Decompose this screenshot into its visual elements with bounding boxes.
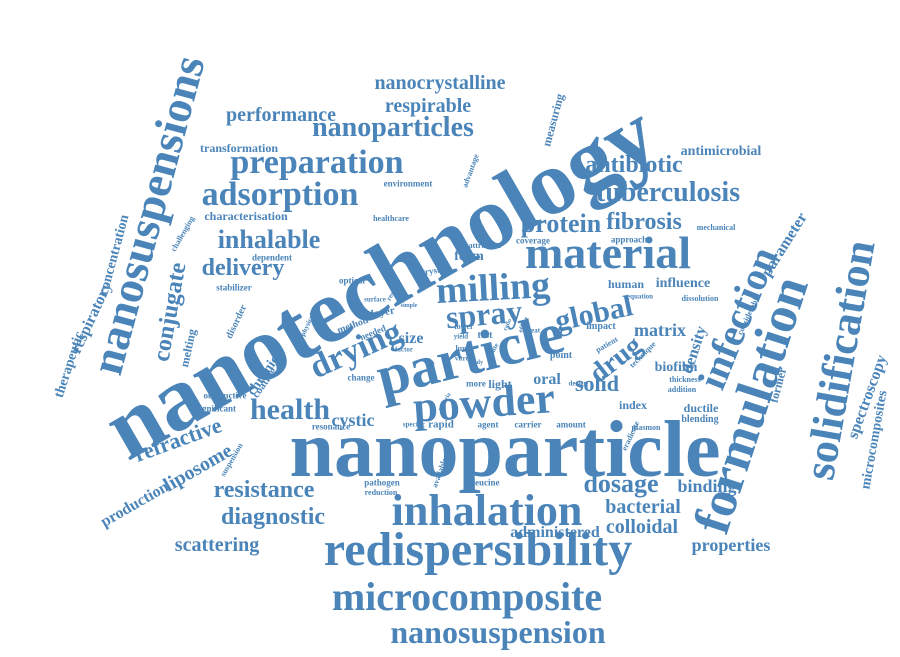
word-environment: environment bbox=[383, 178, 433, 189]
word-nanocrystalline: nanocrystalline bbox=[374, 72, 506, 94]
word-health: health bbox=[249, 393, 331, 426]
word-scattering: scattering bbox=[174, 534, 260, 556]
word-treat: treat bbox=[525, 326, 541, 335]
word-resonance: resonance bbox=[311, 421, 351, 432]
word-inhalation: inhalation bbox=[391, 486, 583, 535]
word-solid: solid bbox=[574, 371, 620, 396]
word-agent: agent bbox=[477, 419, 499, 430]
word-optical: optical bbox=[339, 275, 365, 286]
word-study: study bbox=[468, 360, 484, 366]
word-ductile: ductile bbox=[683, 401, 719, 415]
word-nanosuspension: nanosuspension bbox=[390, 614, 606, 650]
word-rapid: rapid bbox=[428, 418, 454, 431]
word-point: point bbox=[549, 350, 573, 361]
word-tuberculosis: tuberculosis bbox=[595, 177, 741, 208]
word-stabilizer: stabilizer bbox=[216, 282, 252, 293]
word-material: material bbox=[524, 227, 692, 278]
word-change: change bbox=[347, 372, 375, 383]
word-dissolution: dissolution bbox=[681, 294, 719, 303]
word-oral: oral bbox=[533, 371, 561, 388]
word-form: form bbox=[454, 249, 484, 264]
word-production: production bbox=[97, 478, 172, 531]
word-more: more bbox=[466, 378, 486, 389]
word-adsorption: adsorption bbox=[201, 176, 359, 213]
word-performance: performance bbox=[226, 104, 336, 126]
word-colloidal: colloidal bbox=[605, 516, 679, 538]
word-thickness: thickness bbox=[669, 375, 701, 384]
word-obstructive: obstructive bbox=[203, 390, 247, 401]
word-test: test bbox=[477, 330, 493, 341]
word-diagnostic: diagnostic bbox=[220, 504, 326, 530]
word-challenging: challenging bbox=[168, 214, 197, 253]
word-simple: simple bbox=[400, 303, 418, 309]
word-nanoparticles: nanoparticles bbox=[312, 112, 474, 143]
word-redispersibility: redispersibility bbox=[323, 523, 633, 576]
word-biofilm: biofilm bbox=[654, 360, 698, 375]
word-blending: blending bbox=[681, 414, 719, 425]
word-inhalable: inhalable bbox=[217, 225, 321, 254]
word-attractive: attractive bbox=[468, 241, 502, 250]
word-carrier: carrier bbox=[514, 419, 542, 430]
word-antimicrobial: antimicrobial bbox=[680, 144, 762, 159]
word-amount: amount bbox=[556, 419, 586, 430]
word-factor: factor bbox=[395, 345, 413, 354]
word-influence: influence bbox=[655, 276, 711, 291]
word-administered: administered bbox=[510, 524, 600, 541]
word-bacterial: bacterial bbox=[605, 496, 681, 518]
word-fibrosis: fibrosis bbox=[606, 209, 682, 235]
word-antibiotic: antibiotic bbox=[585, 152, 683, 178]
word-light: light bbox=[488, 377, 512, 391]
word-parameter: parameter bbox=[758, 209, 811, 280]
word-vitro: vitro bbox=[454, 354, 470, 363]
word-equation: equation bbox=[626, 292, 654, 301]
word-significant: significant bbox=[195, 403, 237, 414]
word-yield: yield bbox=[453, 332, 469, 341]
word-characterisation: characterisation bbox=[204, 209, 288, 223]
word-properties: properties bbox=[691, 535, 771, 555]
word-resistance: resistance bbox=[213, 477, 315, 503]
word-plasmon: plasmon bbox=[631, 423, 661, 432]
word-addition: addition bbox=[667, 385, 697, 394]
word-dosage: dosage bbox=[583, 469, 659, 498]
word-size: size bbox=[398, 330, 424, 347]
word-nanoparticle: nanoparticle bbox=[289, 406, 721, 494]
word-cystic: cystic bbox=[331, 410, 375, 430]
word-delivery: delivery bbox=[201, 255, 285, 281]
word-reduction: reduction bbox=[364, 488, 398, 497]
word-specific: specific bbox=[402, 420, 426, 429]
word-healthcare: healthcare bbox=[373, 214, 409, 223]
word-preparation: preparation bbox=[230, 144, 404, 181]
word-index: index bbox=[618, 398, 648, 412]
word-matrix: matrix bbox=[634, 320, 686, 340]
word-coverage: coverage bbox=[516, 235, 550, 246]
word-impact: impact bbox=[586, 321, 616, 332]
word-respirable: respirable bbox=[384, 95, 472, 117]
word-microcomposite: microcomposite bbox=[331, 574, 603, 619]
word-lung: lung bbox=[455, 344, 471, 353]
word-binding: binding bbox=[677, 476, 737, 496]
word-transformation: transformation bbox=[200, 141, 278, 155]
word-surface: surface bbox=[364, 295, 386, 304]
word-mechanical: mechanical bbox=[696, 223, 736, 232]
word-approach: approach bbox=[610, 234, 648, 245]
word-pathogen: pathogen bbox=[364, 477, 400, 488]
word-design: design bbox=[568, 379, 588, 388]
word-protein: protein bbox=[520, 209, 602, 238]
word-human: human bbox=[607, 277, 645, 291]
word-leucine: leucine bbox=[472, 477, 500, 488]
word-lower: lower bbox=[454, 322, 474, 331]
word-dependent: dependent bbox=[251, 252, 293, 263]
